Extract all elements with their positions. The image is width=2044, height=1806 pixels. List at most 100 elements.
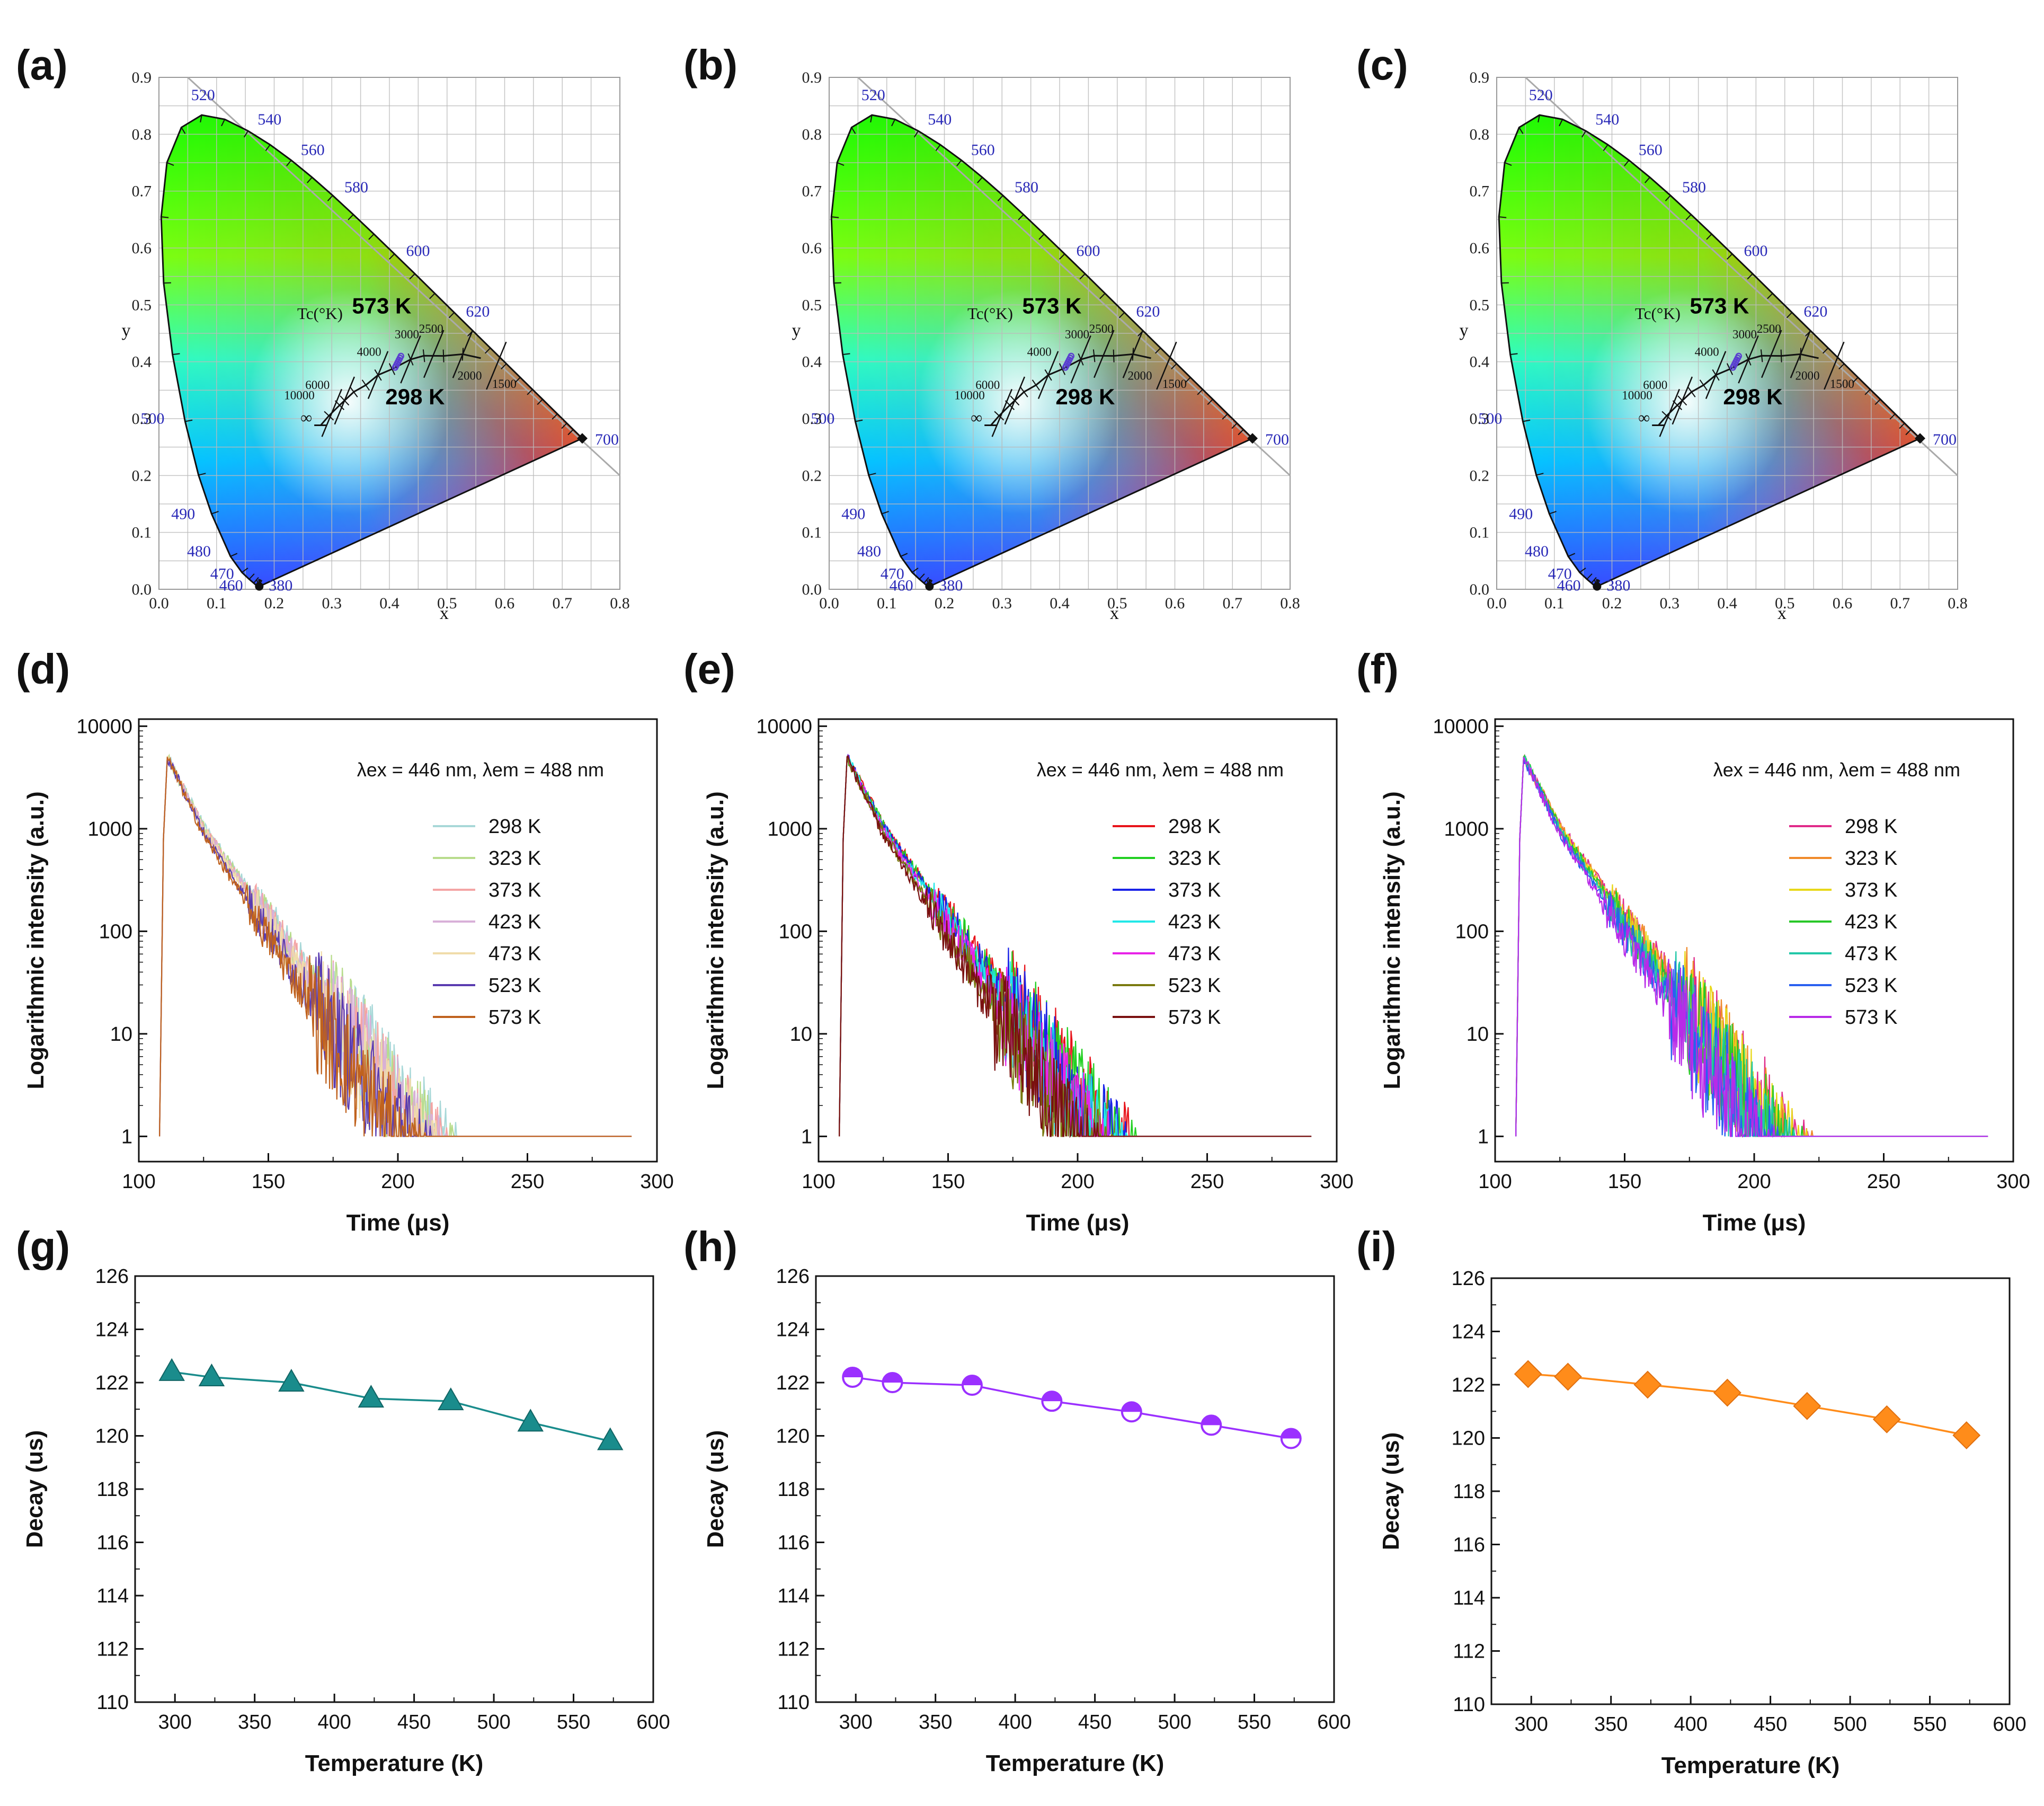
y-tick-label: 0.9 (132, 69, 152, 86)
x-tick-label: 0.2 (935, 595, 955, 612)
data-point-triangle (438, 1387, 464, 1411)
y-tick-label: 0.9 (802, 69, 822, 86)
x-tick-label: 300 (1320, 1171, 1353, 1193)
x-tick-label: 0.7 (1890, 595, 1910, 612)
data-point-diamond (1633, 1370, 1662, 1399)
y-axis-title: Decay (us) (22, 1430, 48, 1548)
y-axis-title: Logarithmic intensity (a.u.) (703, 791, 728, 1089)
legend-label: 523 K (488, 975, 541, 997)
panel-label: (b) (683, 41, 737, 88)
wavelength-label: 500 (1478, 410, 1502, 427)
iso-cct-line (1093, 330, 1115, 378)
iso-cct-line (1672, 376, 1693, 425)
chromaticity-point (397, 352, 404, 360)
x-tick-label: 500 (1833, 1713, 1867, 1736)
iso-cct-line (367, 351, 389, 400)
x-tick-label: 0.6 (495, 595, 515, 612)
x-tick-label: 0.4 (1717, 595, 1737, 612)
cct-label: 6000 (305, 378, 330, 392)
legend-label: 573 K (488, 1006, 541, 1029)
x-tick-label: 450 (1078, 1711, 1112, 1733)
wavelength-label: 520 (191, 86, 215, 104)
x-tick-label: 300 (158, 1711, 192, 1733)
cct-label: 10000 (954, 388, 985, 402)
condition-em: λem = 488 nm (1162, 759, 1284, 781)
wavelength-label: 540 (928, 111, 952, 128)
excitation-condition: λex = 446 nm, λem = 488 nm (357, 759, 604, 781)
cct-label: 3000 (1732, 327, 1757, 341)
y-tick-label: 1 (1478, 1126, 1489, 1148)
cct-label: 4000 (1695, 346, 1719, 359)
decay-plot-f: 100 150 200 250 300 10000 1000 100 10 1 Time (μs) L… (1379, 715, 2030, 1236)
data-point-diamond (1793, 1392, 1821, 1420)
wavelength-label: 620 (1136, 303, 1160, 321)
y-tick-label: 100 (779, 920, 812, 943)
excitation-condition: λex = 446 nm, λem = 488 nm (1037, 759, 1284, 781)
y-tick-label: 0.6 (1470, 240, 1490, 257)
x-tick-label: 150 (252, 1171, 285, 1193)
lifetime-line (852, 1376, 1292, 1440)
y-tick-label: 0.7 (132, 183, 152, 200)
legend-label: 423 K (1168, 911, 1221, 933)
decay-curve (159, 756, 632, 1137)
x-tick-label: 0.7 (1223, 595, 1243, 612)
y-tick-label: 0.8 (132, 126, 152, 143)
y-tick-label: 0.2 (802, 467, 822, 484)
cct-label: 1500 (1162, 377, 1187, 391)
x-axis-title: Time (μs) (346, 1210, 450, 1236)
y-tick-label: 0.1 (1470, 524, 1490, 542)
x-tick-label: 500 (1158, 1711, 1191, 1733)
data-point-triangle (597, 1427, 624, 1450)
y-axis-label: y (792, 321, 801, 340)
condition-em: λem = 488 nm (483, 759, 604, 781)
x-tick-label: 0.6 (1833, 595, 1853, 612)
wavelength-label: 380 (269, 577, 292, 595)
iso-cct-line (1070, 335, 1091, 384)
x-tick-label: 150 (931, 1171, 965, 1193)
wavelength-label: 600 (1744, 242, 1767, 260)
y-tick-label: 0.8 (1470, 126, 1490, 143)
wavelength-label: 560 (301, 141, 325, 158)
y-tick-label: 124 (1452, 1321, 1485, 1343)
wavelength-label: 700 (1933, 431, 1957, 448)
iso-cct-line (423, 330, 445, 378)
y-tick-label: 0.6 (132, 240, 152, 257)
x-tick-label: 300 (1515, 1713, 1548, 1736)
legend-label: 423 K (1845, 911, 1897, 933)
cct-label: ∞ (300, 409, 312, 427)
legend-label: 373 K (488, 879, 541, 901)
data-point-diamond (1952, 1421, 1981, 1449)
wavelength-label: 580 (1682, 179, 1706, 196)
y-tick-label: 122 (1452, 1374, 1485, 1396)
wavelength-label: 480 (857, 543, 881, 560)
wavelength-label: 380 (939, 577, 963, 595)
x-tick-label: 300 (839, 1711, 873, 1733)
cct-label: 4000 (357, 346, 381, 359)
data-point-triangle (358, 1385, 385, 1408)
y-tick-label: 118 (777, 1479, 810, 1501)
y-tick-label: 10 (110, 1023, 132, 1046)
wavelength-label: 490 (171, 506, 195, 523)
label-573K: 573 K (1022, 293, 1081, 318)
x-tick-label: 250 (1190, 1171, 1224, 1193)
x-tick-label: 0.0 (819, 595, 839, 612)
data-point-triangle (158, 1358, 185, 1381)
x-tick-label: 0.0 (149, 595, 169, 612)
legend-label: 473 K (488, 943, 541, 965)
y-tick-label: 0.1 (802, 524, 822, 542)
y-tick-label: 0.6 (802, 240, 822, 257)
y-tick-label: 0.0 (132, 581, 152, 598)
iso-cct-line (486, 341, 507, 390)
y-tick-label: 0.3 (1470, 410, 1490, 428)
wavelength-label: 560 (1639, 141, 1663, 158)
x-tick-label: 0.8 (610, 595, 630, 612)
condition-ex: λex = 446 nm, (1713, 759, 1839, 781)
panel-label: (d) (16, 645, 70, 693)
excitation-condition: λex = 446 nm, λem = 488 nm (1713, 759, 1960, 781)
legend-label: 573 K (1168, 1006, 1221, 1029)
label-298K: 298 K (385, 384, 445, 409)
legend-label: 323 K (1168, 847, 1221, 870)
decay-plot-e: 100 150 200 250 300 10000 1000 100 10 1 Time (μs) L… (703, 715, 1354, 1236)
